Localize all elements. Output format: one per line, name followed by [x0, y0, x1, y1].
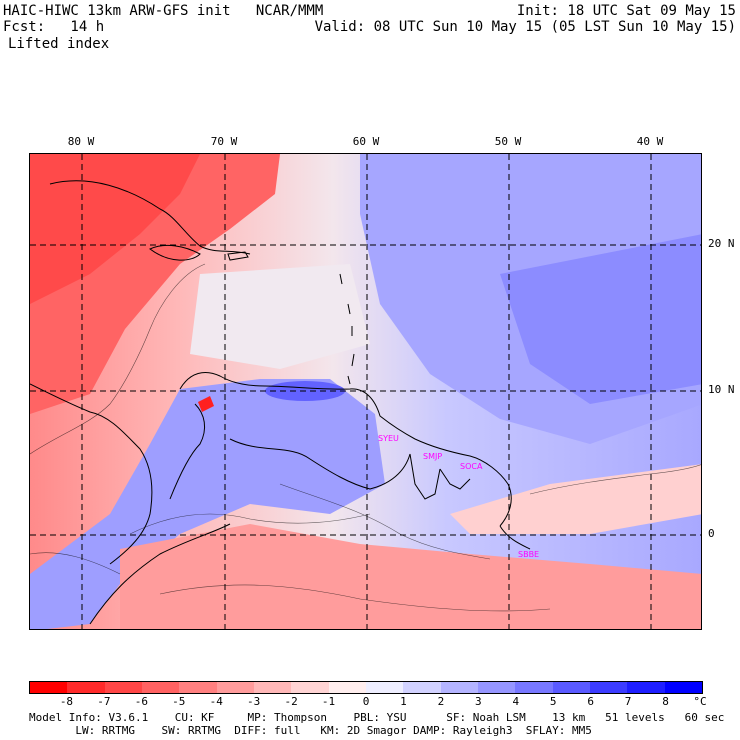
station-soca: SOCA	[460, 462, 483, 471]
colorbar-swatch	[216, 682, 254, 693]
contour-line	[30, 552, 121, 575]
colorbar-swatch	[30, 682, 68, 693]
border-guyana	[409, 453, 441, 500]
field-south-red	[120, 524, 701, 629]
colorbar-swatch	[515, 682, 553, 693]
colorbar-tick-label: -7	[97, 695, 111, 708]
colorbar-tick-label: -6	[134, 695, 148, 708]
contour-line	[129, 513, 371, 535]
colorbar-swatch	[403, 682, 441, 693]
model-info-line2: LW: RRTMG SW: RRTMG DIFF: full KM: 2D Sm…	[29, 724, 592, 737]
colorbar-swatch	[440, 682, 478, 693]
coast-south-america-north	[179, 372, 512, 527]
colorbar-tick-label: 3	[475, 695, 482, 708]
coast-central-america	[30, 383, 153, 565]
colorbar-tick-label: -8	[59, 695, 74, 708]
colorbar-swatch	[141, 682, 180, 693]
station-syeu: SYEU	[378, 434, 399, 443]
lon-label-80w: 80 W	[67, 135, 95, 148]
contours	[30, 263, 701, 612]
graticule	[30, 154, 701, 629]
init-time: Init: 18 UTC Sat 09 May 15	[516, 3, 736, 19]
colorbar-tick-label: 4	[512, 695, 520, 708]
field-red-spot	[198, 396, 214, 412]
colorbar-tick-label: 1	[400, 695, 407, 708]
coast-greater-antilles	[49, 180, 251, 255]
colorbar-tick-label: 8	[662, 695, 669, 708]
station-smjp: SMJP	[423, 452, 442, 461]
colorbar-tick-label: 0	[362, 695, 370, 708]
field-strong-red-region	[30, 154, 200, 304]
field-venezuela-blue	[30, 379, 385, 629]
field-southeast-pink	[450, 464, 701, 534]
lifted-index-map: SYEU SMJP SOCA SBBE	[29, 153, 702, 630]
coast-brazil-north	[499, 525, 531, 550]
colorbar-tick-label: 2	[437, 695, 445, 708]
contour-line	[529, 464, 701, 495]
valid-time: Valid: 08 UTC Sun 10 May 15 (05 LST Sun …	[314, 19, 736, 35]
colorbar-swatch	[552, 682, 590, 693]
colorbar-tick-label: 5	[549, 695, 557, 708]
colorbar-tick-label: 6	[587, 695, 594, 708]
colorbar-swatch	[477, 682, 516, 693]
lon-label-40w: 40 W	[636, 135, 664, 148]
border-suriname	[439, 468, 471, 490]
colorbar-swatch	[179, 682, 217, 693]
coast-maracaibo	[169, 403, 206, 500]
colorbar	[29, 681, 703, 694]
colorbar-tick-label: 7	[624, 695, 632, 708]
forecast-hour: Fcst: 14 h	[3, 19, 105, 35]
colorbar-swatch	[291, 682, 329, 693]
contour-line	[159, 584, 551, 612]
colorbar-tick-label: -4	[209, 695, 223, 708]
border-colombia	[89, 523, 231, 625]
coastlines	[30, 180, 531, 625]
lat-label-20n: 20 N	[708, 237, 735, 250]
colorbar-swatch	[627, 682, 665, 693]
field-name: Lifted index	[8, 36, 110, 52]
lon-label-50w: 50 W	[494, 135, 522, 148]
lat-label-eq: 0	[708, 527, 715, 540]
border-venezuela	[229, 438, 411, 490]
map-canvas: SYEU SMJP SOCA SBBE	[30, 154, 701, 629]
station-labels: SYEU SMJP SOCA SBBE	[378, 434, 539, 559]
colorbar-swatch	[328, 682, 366, 693]
colorbar-tick-label: -1	[321, 695, 336, 708]
contour-line	[279, 483, 491, 560]
model-title: HAIC-HIWC 13km ARW-GFS init NCAR/MMM	[3, 3, 324, 19]
contour-line	[30, 263, 206, 455]
model-info-line1: Model Info: V3.6.1 CU: KF MP: Thompson P…	[29, 711, 725, 724]
colorbar-tick-label: -3	[247, 695, 261, 708]
colorbar-swatch	[365, 682, 404, 693]
colorbar-swatch	[67, 682, 105, 693]
colorbar-swatch	[253, 682, 292, 693]
colorbar-tick-label: -2	[284, 695, 298, 708]
coast-puerto-rico	[227, 251, 249, 261]
coast-hispaniola	[149, 244, 201, 261]
colorbar-tick-label: -5	[172, 695, 186, 708]
colorbar-swatch	[104, 682, 142, 693]
lat-label-10n: 10 N	[708, 383, 735, 396]
lon-label-70w: 70 W	[210, 135, 238, 148]
station-sbbe: SBBE	[518, 550, 539, 559]
lon-label-60w: 60 W	[352, 135, 380, 148]
field-neutral-band	[190, 264, 370, 369]
colorbar-swatch	[664, 682, 702, 693]
colorbar-unit: °C	[693, 695, 707, 708]
colorbar-swatch	[589, 682, 628, 693]
coast-lesser-antilles	[339, 273, 355, 385]
